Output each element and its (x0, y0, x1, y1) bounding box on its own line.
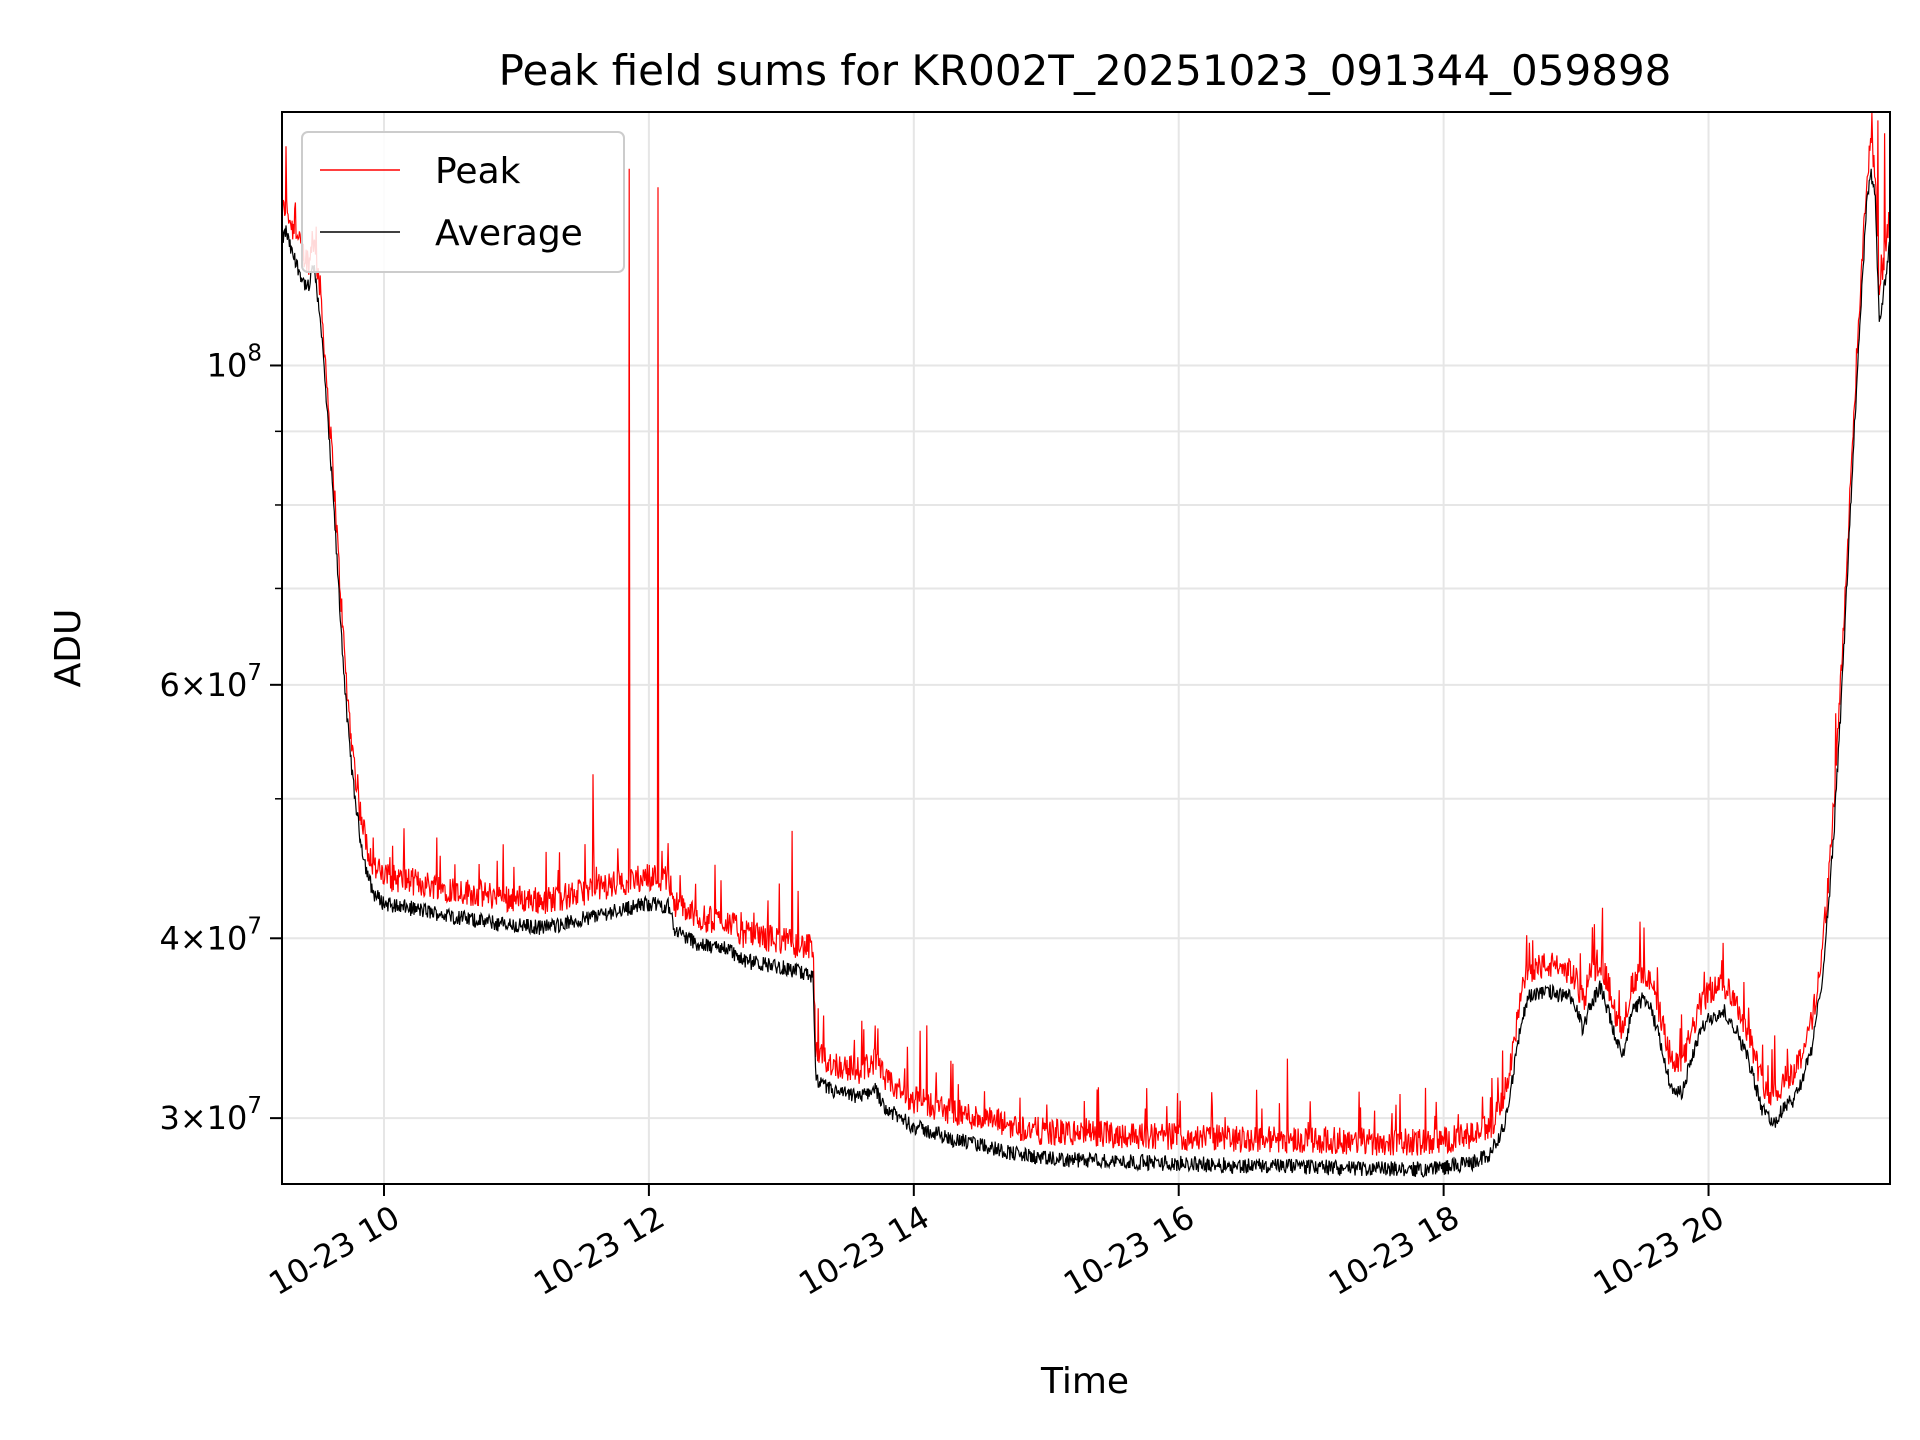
y-tick-label: 4×107 (159, 913, 262, 957)
y-tick-label: 3×107 (159, 1093, 262, 1137)
series-line-average (281, 168, 1891, 1178)
y-tick-label: 6×107 (159, 660, 262, 704)
x-axis-label: Time (1040, 1361, 1129, 1402)
legend-label-peak: Peak (435, 151, 521, 192)
legend: Peak Average (301, 131, 625, 273)
series-line-peak (281, 111, 1891, 1156)
series-layer (281, 111, 1891, 1178)
axes-frame (281, 111, 1891, 1185)
chart-title: Peak field sums for KR002T_20251023_0913… (499, 46, 1672, 95)
y-tick-label: 108 (207, 340, 262, 384)
legend-label-average: Average (435, 213, 583, 254)
legend-box (301, 131, 625, 273)
y-axis-ticks: 3×107 4×107 6×107 108 (159, 340, 282, 1137)
y-axis-label: ADU (48, 609, 89, 688)
